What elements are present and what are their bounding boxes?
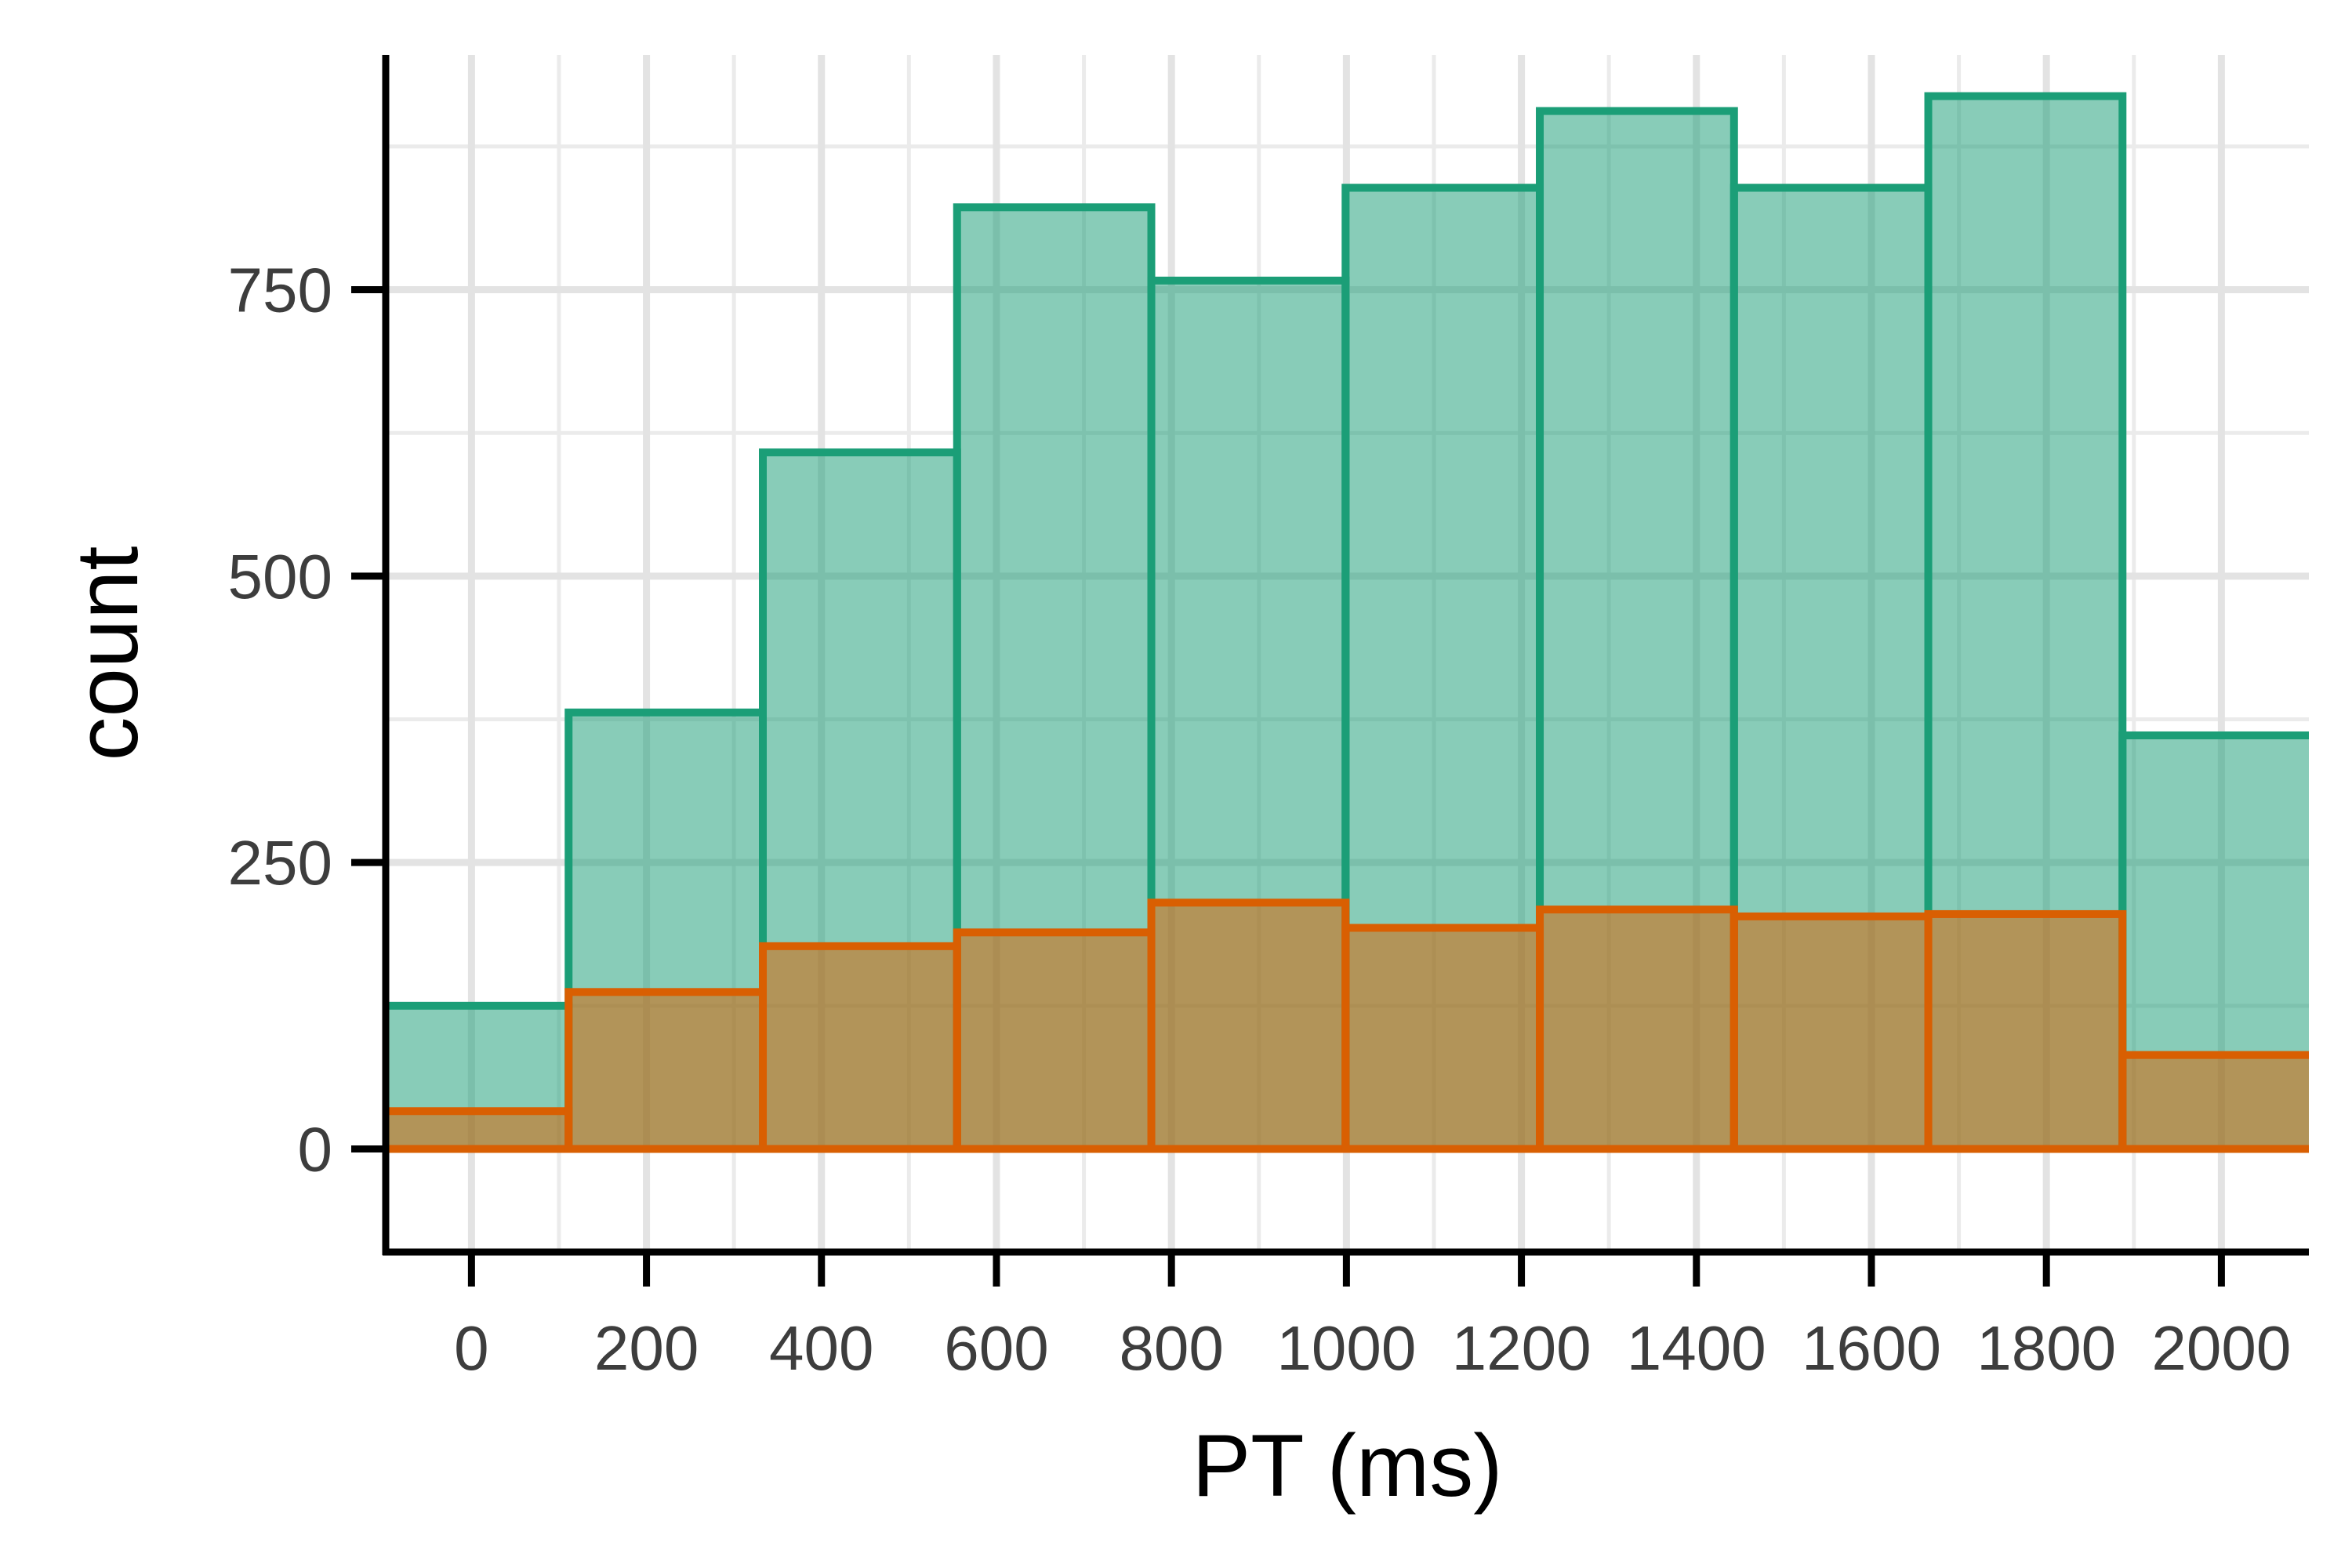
x-tick-label: 1800 — [1976, 1313, 2116, 1383]
x-tick-label: 1200 — [1452, 1313, 1592, 1383]
x-tick-label: 800 — [1119, 1313, 1223, 1383]
bar-series-2-bin-3 — [763, 946, 957, 1149]
bar-series-2-bin-2 — [568, 992, 763, 1149]
y-axis-title: count — [58, 546, 156, 761]
bar-series-2-bin-4 — [957, 932, 1152, 1149]
bar-series-2-bin-5 — [1152, 902, 1346, 1149]
x-tick-label: 200 — [594, 1313, 699, 1383]
bar-series-2-bin-6 — [1345, 927, 1540, 1149]
y-tick-label: 500 — [228, 542, 332, 612]
x-tick-label: 400 — [769, 1313, 873, 1383]
x-tick-label: 1600 — [1802, 1313, 1941, 1383]
x-tick-label: 1400 — [1627, 1313, 1766, 1383]
x-axis-title: PT (ms) — [1192, 1417, 1502, 1515]
bar-series-2-bin-1 — [374, 1111, 568, 1149]
y-tick-label: 750 — [228, 256, 332, 325]
bar-series-2-bin-8 — [1734, 916, 1929, 1149]
x-tick-label: 2000 — [2151, 1313, 2291, 1383]
x-tick-label: 1000 — [1276, 1313, 1416, 1383]
histogram-bars — [374, 96, 2317, 1149]
y-tick-label: 0 — [298, 1114, 333, 1184]
x-tick-label: 600 — [944, 1313, 1048, 1383]
bar-series-2-bin-10 — [2122, 1055, 2317, 1149]
x-tick-label: 0 — [454, 1313, 489, 1383]
y-tick-label: 250 — [228, 828, 332, 898]
bar-series-2-bin-9 — [1929, 914, 2123, 1149]
bar-series-2-bin-7 — [1540, 909, 1734, 1149]
